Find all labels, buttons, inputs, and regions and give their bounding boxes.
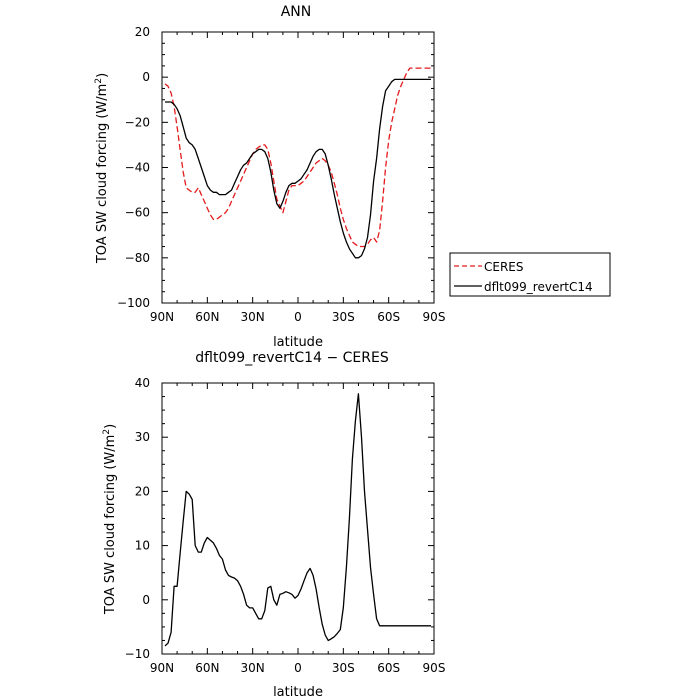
top-x-axis-label: latitude [273,335,323,350]
top-x-tick-label: 30N [241,310,265,324]
legend-label-model: dflt099_revertC14 [484,280,593,294]
bottom-x-tick-label: 30S [332,661,355,675]
top-x-tick-label: 30S [332,310,355,324]
legend-box [449,252,611,297]
bottom-y-tick-label: 30 [135,430,150,444]
legend: CERES dflt099_revertC14 [449,252,611,297]
top-y-tick-label: 20 [135,25,150,39]
bottom-series [164,393,431,647]
top-axes: 90N 60N 30N 0 30S 60S 90S 20 0 −20 −40 −60 −80 −100 [117,25,445,324]
bottom-axes: 90N 60N 30N 0 30S 60S 90S 40 30 20 10 0 −10 [125,376,446,675]
top-series [164,67,431,259]
bottom-x-axis-label: latitude [273,685,323,700]
top-x-tick-label: 90S [423,310,446,324]
bottom-panel-title: dflt099_revertC14 − CERES [195,350,389,366]
top-y-axis-label: TOA SW cloud forcing (W/m2) [94,73,110,264]
top-plot-frame [161,31,435,304]
top-x-tick-label: 90N [150,310,174,324]
bottom-x-tick-label: 0 [294,661,302,675]
bottom-x-tick-label: 90N [150,661,174,675]
top-x-tick-label: 0 [294,310,302,324]
top-series-line-1 [165,78,431,259]
top-x-tick-label: 60S [377,310,400,324]
bottom-x-tick-label: 60S [377,661,400,675]
bottom-series-line-0 [164,393,431,647]
bottom-x-tick-label: 90S [423,661,446,675]
top-y-tick-label: 0 [142,70,150,84]
top-panel: ANN latitude TOA SW cloud forcing (W/m2)… [94,4,445,350]
top-y-tick-label: −80 [125,251,150,265]
bottom-y-tick-label: 0 [142,593,150,607]
bottom-x-tick-label: 30N [241,661,265,675]
bottom-y-tick-label: 40 [135,376,150,390]
bottom-y-tick-label: 10 [135,539,150,553]
top-y-tick-label: −40 [125,161,150,175]
bottom-y-tick-label: 20 [135,484,150,498]
bottom-plot-frame [161,382,435,655]
top-series-line-0 [164,67,431,248]
top-y-tick-label: −100 [117,296,150,310]
legend-label-ceres: CERES [484,260,524,274]
bottom-panel: dflt099_revertC14 − CERES latitude TOA S… [102,350,445,700]
top-x-tick-label: 60N [195,310,219,324]
top-y-tick-label: −20 [125,115,150,129]
bottom-x-tick-label: 60N [195,661,219,675]
bottom-y-axis-label: TOA SW cloud forcing (W/m2) [102,424,118,615]
top-y-tick-label: −60 [125,206,150,220]
bottom-y-tick-label: −10 [125,647,150,661]
top-panel-title: ANN [281,4,312,20]
